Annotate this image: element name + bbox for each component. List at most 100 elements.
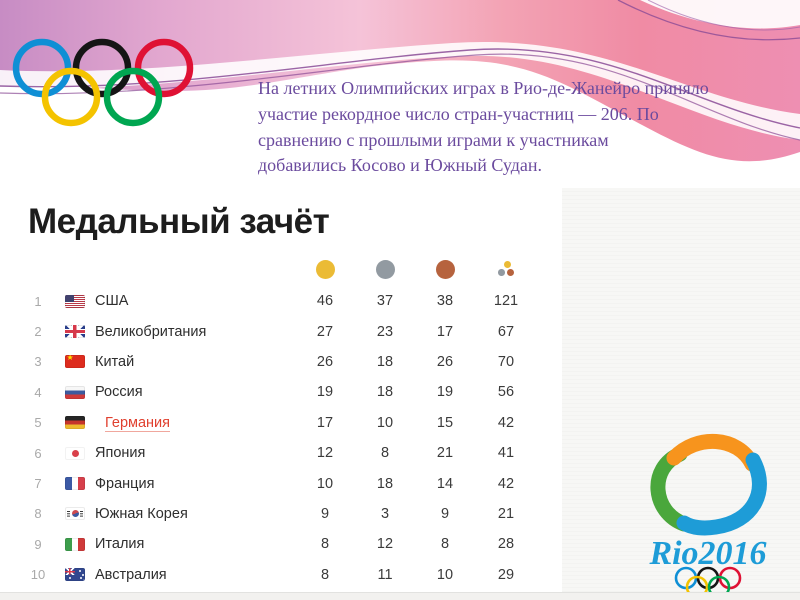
table-row: 6 Япония 12 8 21 41 bbox=[0, 438, 562, 468]
bronze-medal-icon bbox=[435, 259, 455, 279]
italy-flag-icon bbox=[65, 537, 85, 551]
table-row: 8 Южная Корея 9 3 9 21 bbox=[0, 499, 562, 529]
japan-flag-icon bbox=[65, 446, 85, 460]
bronze-count: 15 bbox=[436, 414, 454, 431]
table-row: 10 Австралия 8 11 10 29 bbox=[0, 560, 562, 590]
bronze-count: 17 bbox=[436, 323, 454, 340]
intro-paragraph: На летних Олимпийских играх в Рио-де-Жан… bbox=[258, 76, 709, 179]
country-label: Китай bbox=[95, 353, 135, 370]
total-count: 28 bbox=[497, 536, 515, 553]
rank-label: 9 bbox=[34, 536, 42, 552]
gold-count: 8 bbox=[320, 566, 330, 583]
intro-line: сравнению с прошлыми играми к участникам bbox=[258, 129, 609, 150]
gold-count: 10 bbox=[316, 475, 334, 492]
total-count: 121 bbox=[493, 293, 519, 310]
uk-flag-icon bbox=[65, 325, 85, 339]
china-flag-icon bbox=[65, 355, 85, 369]
table-row: 2 Великобритания 27 23 17 67 bbox=[0, 316, 562, 346]
gold-count: 17 bbox=[316, 414, 334, 431]
medal-table-card: Медальный зачёт 1 США 46 37 38 121 2 bbox=[0, 188, 562, 592]
silver-count: 18 bbox=[376, 353, 394, 370]
total-count: 42 bbox=[497, 475, 515, 492]
russia-flag-icon bbox=[65, 385, 85, 399]
rank-label: 8 bbox=[34, 506, 42, 522]
rank-label: 5 bbox=[34, 415, 42, 431]
silver-count: 18 bbox=[376, 475, 394, 492]
total-count: 21 bbox=[497, 505, 515, 522]
medal-table-header bbox=[0, 254, 562, 284]
page-title: Медальный зачёт bbox=[28, 202, 330, 241]
country-label: Россия bbox=[95, 384, 143, 401]
gold-count: 8 bbox=[320, 536, 330, 553]
country-label: Франция bbox=[95, 475, 155, 492]
olympic-rings-icon bbox=[12, 38, 194, 127]
silver-count: 23 bbox=[376, 323, 394, 340]
bronze-count: 10 bbox=[436, 566, 454, 583]
table-row: 1 США 46 37 38 121 bbox=[0, 286, 562, 316]
table-row: 5 Германия 17 10 15 42 bbox=[0, 408, 562, 438]
bronze-count: 19 bbox=[436, 384, 454, 401]
bronze-count: 26 bbox=[436, 353, 454, 370]
rank-label: 10 bbox=[30, 567, 46, 583]
table-row: 7 Франция 10 18 14 42 bbox=[0, 468, 562, 498]
rank-label: 1 bbox=[34, 293, 42, 309]
gold-count: 27 bbox=[316, 323, 334, 340]
intro-line: На летних Олимпийских играх в Рио-де-Жан… bbox=[258, 78, 709, 98]
south-korea-flag-icon bbox=[65, 507, 85, 521]
silver-count: 12 bbox=[376, 536, 394, 553]
country-link-germany[interactable]: Германия bbox=[105, 414, 171, 432]
silver-count: 3 bbox=[380, 505, 390, 522]
table-row: 9 Италия 8 12 8 28 bbox=[0, 529, 562, 559]
gold-medal-icon bbox=[315, 259, 335, 279]
bronze-count: 9 bbox=[440, 505, 450, 522]
intro-line: добавились Косово и Южный Судан. bbox=[258, 155, 543, 176]
total-count: 41 bbox=[497, 445, 515, 462]
bronze-count: 38 bbox=[436, 293, 454, 310]
total-count: 29 bbox=[497, 566, 515, 583]
country-label: Великобритания bbox=[95, 323, 207, 340]
total-medals-icon bbox=[497, 261, 515, 277]
rio2016-logo: Rio2016 bbox=[648, 433, 767, 599]
bottom-strip bbox=[0, 592, 800, 600]
silver-count: 10 bbox=[376, 414, 394, 431]
country-label: Австралия bbox=[95, 566, 167, 583]
usa-flag-icon bbox=[65, 294, 85, 308]
table-row: 3 Китай 26 18 26 70 bbox=[0, 347, 562, 377]
bronze-count: 21 bbox=[436, 445, 454, 462]
gold-count: 26 bbox=[316, 353, 334, 370]
bronze-count: 8 bbox=[440, 536, 450, 553]
rank-label: 3 bbox=[34, 354, 42, 370]
total-count: 42 bbox=[497, 414, 515, 431]
silver-count: 11 bbox=[377, 566, 393, 583]
total-count: 70 bbox=[497, 353, 515, 370]
table-row: 4 Россия 19 18 19 56 bbox=[0, 377, 562, 407]
banner: На летних Олимпийских играх в Рио-де-Жан… bbox=[0, 0, 800, 190]
silver-medal-icon bbox=[375, 259, 395, 279]
gold-count: 9 bbox=[320, 505, 330, 522]
rank-label: 7 bbox=[34, 476, 42, 492]
country-label: Япония bbox=[95, 445, 146, 462]
rank-label: 4 bbox=[34, 384, 42, 400]
total-count: 56 bbox=[497, 384, 515, 401]
gold-count: 46 bbox=[316, 293, 334, 310]
silver-count: 18 bbox=[376, 384, 394, 401]
medal-table-rows: 1 США 46 37 38 121 2 Великобритания 27 2… bbox=[0, 286, 562, 590]
silver-count: 37 bbox=[376, 293, 394, 310]
country-label: США bbox=[95, 293, 129, 310]
bronze-count: 14 bbox=[436, 475, 454, 492]
silver-count: 8 bbox=[380, 445, 390, 462]
total-count: 67 bbox=[497, 323, 515, 340]
intro-line: участие рекордное число стран-участниц —… bbox=[258, 103, 659, 124]
rio-figure-icon bbox=[650, 433, 767, 536]
country-label: Италия bbox=[95, 536, 145, 553]
wave-background bbox=[0, 0, 800, 162]
gold-count: 19 bbox=[316, 384, 334, 401]
rio2016-wordmark: Rio2016 bbox=[648, 535, 766, 572]
rank-label: 6 bbox=[34, 445, 42, 461]
france-flag-icon bbox=[65, 477, 85, 491]
germany-flag-icon bbox=[65, 416, 85, 430]
country-label: Южная Корея bbox=[95, 505, 188, 522]
gold-count: 12 bbox=[316, 445, 334, 462]
australia-flag-icon bbox=[65, 568, 85, 582]
